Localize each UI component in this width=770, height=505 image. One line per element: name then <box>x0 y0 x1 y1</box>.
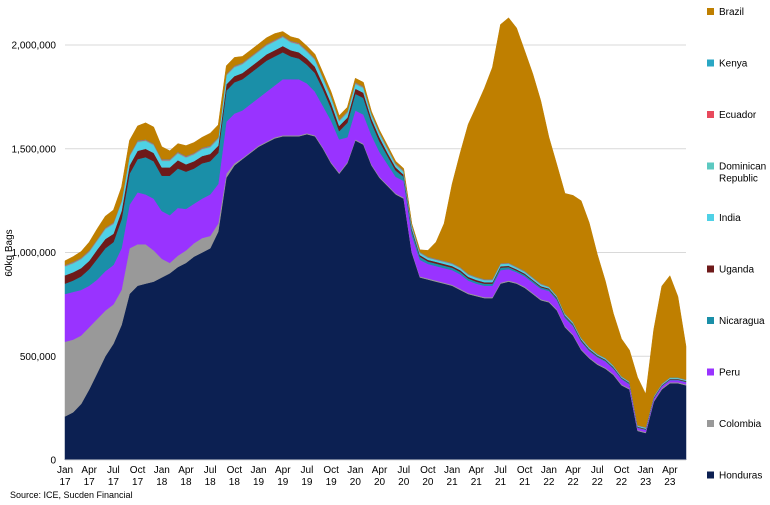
y-tick-label-3: 1,500,000 <box>12 144 57 155</box>
legend-label-peru: Peru <box>719 368 740 379</box>
x-tick-label-20: Jan 22 <box>541 465 557 488</box>
x-tick-label-16: Jan 21 <box>444 465 460 488</box>
y-tick-label-0: 0 <box>50 456 56 467</box>
x-tick-label-19: Oct 21 <box>517 465 533 488</box>
x-tick-label-9: Apr 19 <box>275 465 291 488</box>
x-tick-label-14: Jul 20 <box>397 465 410 488</box>
legend-swatch-india <box>707 214 714 221</box>
x-tick-label-8: Jan 19 <box>250 465 266 488</box>
x-tick-label-24: Jan 23 <box>638 465 654 488</box>
legend-label-colombia: Colombia <box>719 419 762 430</box>
x-tick-label-12: Jan 20 <box>347 465 363 488</box>
legend-swatch-dominican-republic <box>707 162 714 170</box>
x-tick-label-5: Apr 18 <box>178 465 194 488</box>
y-axis-label: 60kg Bags <box>4 229 15 276</box>
legend-label-brazil: Brazil <box>719 7 744 18</box>
x-tick-label-18: Jul 21 <box>494 465 507 488</box>
x-tick-label-6: Jul 18 <box>204 465 217 488</box>
legend-swatch-ecuador <box>707 111 714 118</box>
y-tick-label-2: 1,000,000 <box>12 248 57 259</box>
legend: Brazil Kenya Ecuador Dominican Republic India… <box>707 7 766 482</box>
legend-swatch-uganda <box>707 265 714 273</box>
y-tick-labels: 0 500,000 1,000,000 1,500,000 2,000,000 <box>12 41 57 467</box>
x-tick-label-15: Oct 20 <box>420 465 436 488</box>
x-tick-label-11: Oct 19 <box>323 465 339 488</box>
legend-label-ecuador: Ecuador <box>719 110 757 121</box>
legend-swatch-colombia <box>707 420 714 427</box>
legend-label-dominican-republic: Dominican Republic <box>719 162 766 185</box>
legend-swatch-peru <box>707 368 714 376</box>
legend-swatch-kenya <box>707 59 714 67</box>
legend-label-india: India <box>719 213 741 224</box>
x-tick-label-25: Apr 23 <box>662 465 678 488</box>
legend-swatch-brazil <box>707 8 714 15</box>
legend-label-uganda: Uganda <box>719 265 754 276</box>
y-tick-label-1: 500,000 <box>20 352 57 363</box>
legend-label-nicaragua: Nicaragua <box>719 316 765 327</box>
area-series <box>64 17 687 461</box>
y-tick-label-4: 2,000,000 <box>12 41 57 52</box>
x-tick-label-4: Jan 18 <box>154 465 170 488</box>
x-tick-label-7: Oct 18 <box>227 465 243 488</box>
x-tick-label-21: Apr 22 <box>565 465 581 488</box>
area-brazil <box>64 17 687 428</box>
x-tick-label-22: Jul 22 <box>591 465 604 488</box>
x-tick-label-23: Oct 22 <box>614 465 630 488</box>
x-tick-label-1: Apr 17 <box>81 465 97 488</box>
x-tick-label-13: Apr 20 <box>372 465 388 488</box>
x-tick-labels: Jan 17 Apr 17 Jul 17 Oct 17 Jan 18 Apr 18 Jul 18 Oct 18… <box>57 465 678 488</box>
x-tick-label-2: Jul 17 <box>107 465 120 488</box>
legend-label-kenya: Kenya <box>719 59 748 70</box>
legend-swatch-nicaragua <box>707 317 714 324</box>
x-tick-label-10: Jul 19 <box>301 465 314 488</box>
x-tick-label-3: Oct 17 <box>130 465 146 488</box>
source-note: Source: ICE, Sucden Financial <box>10 490 133 500</box>
x-tick-label-0: Jan 17 <box>57 465 73 488</box>
legend-label-honduras: Honduras <box>719 471 762 482</box>
legend-swatch-honduras <box>707 471 714 479</box>
x-tick-label-17: Apr 21 <box>469 465 485 488</box>
